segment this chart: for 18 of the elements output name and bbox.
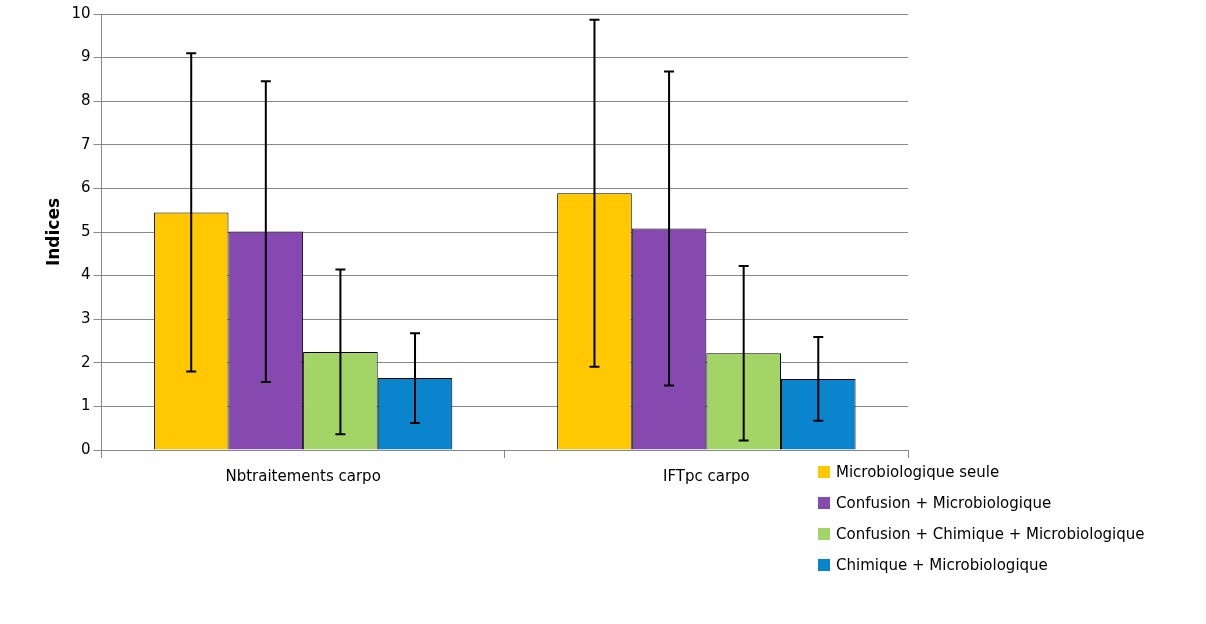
y-tick-label: 2 xyxy=(80,352,91,371)
legend-label: Confusion + Chimique + Microbiologique xyxy=(836,524,1145,543)
y-tick-label: 4 xyxy=(80,265,91,284)
y-tick-label: 5 xyxy=(80,221,91,240)
y-tick-label: 10 xyxy=(71,3,91,22)
y-tick-label: 1 xyxy=(80,396,91,415)
legend-label: Chimique + Microbiologique xyxy=(836,555,1048,574)
y-tick-label: 6 xyxy=(80,178,91,197)
y-tick-label: 7 xyxy=(80,134,91,153)
legend-label: Microbiologique seule xyxy=(836,462,1000,481)
y-tick-label: 0 xyxy=(80,439,91,458)
y-axis-title: Indices xyxy=(42,197,63,267)
y-tick-label: 3 xyxy=(80,309,91,328)
y-tick-label: 8 xyxy=(80,91,91,110)
x-tick-label: Nbtraitements carpo xyxy=(225,466,381,485)
x-tick-label: IFTpc carpo xyxy=(662,466,750,485)
legend-label: Confusion + Microbiologique xyxy=(836,493,1052,512)
y-tick-label: 9 xyxy=(80,47,91,66)
